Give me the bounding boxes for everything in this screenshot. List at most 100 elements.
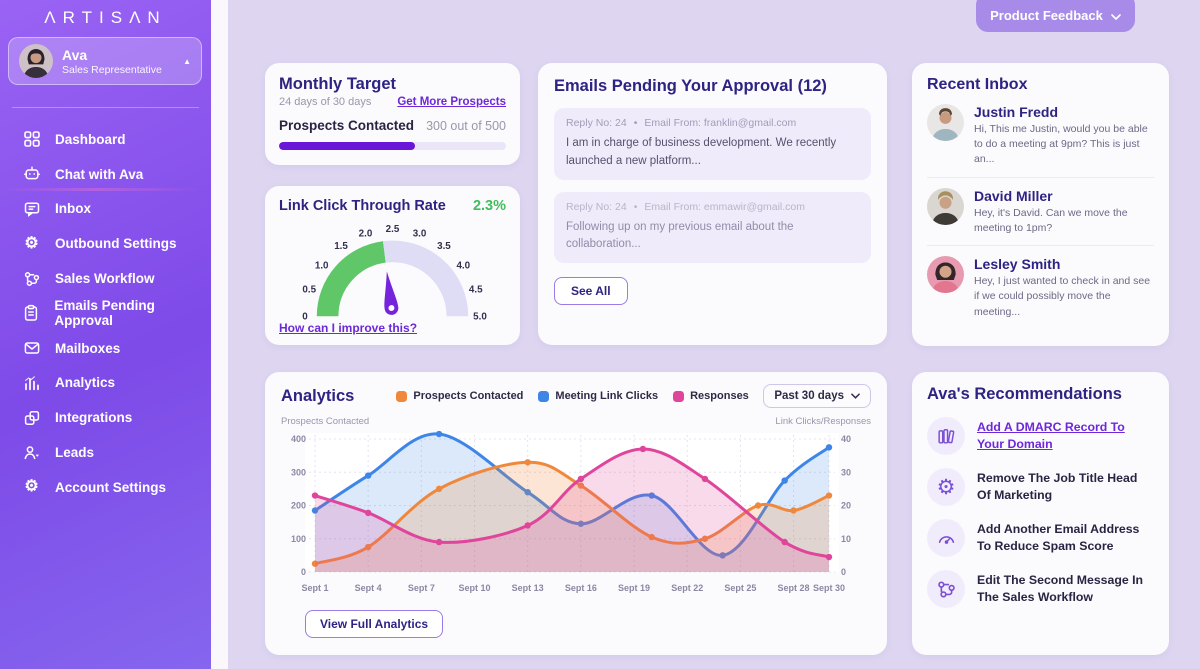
svg-text:0: 0 <box>302 312 308 323</box>
sidebar-item-account-settings[interactable]: ⚙ Account Settings <box>0 470 211 505</box>
progress-fill <box>279 142 416 150</box>
avatar <box>927 104 964 141</box>
monthly-target-card: Monthly Target 24 days of 30 days Get Mo… <box>265 63 520 165</box>
chevron-down-icon <box>851 390 860 402</box>
avatar <box>927 256 964 294</box>
dashboard-icon <box>22 130 41 149</box>
svg-text:Sept 13: Sept 13 <box>512 583 544 593</box>
svg-text:10: 10 <box>841 534 851 544</box>
inbox-message-david[interactable]: David Miller Hey, it's David. Can we mov… <box>927 176 1154 245</box>
sidebar-item-dashboard[interactable]: Dashboard <box>0 122 211 157</box>
recommendations-card: Ava's Recommendations Add A DMARC Record… <box>912 372 1169 655</box>
sidebar-item-leads[interactable]: Leads <box>0 435 211 470</box>
avatar <box>927 187 964 225</box>
legend-swatch <box>538 390 550 402</box>
svg-text:2.5: 2.5 <box>386 224 400 235</box>
sidebar-nav: Dashboard Chat with Ava Inbox ⚙ Outbound… <box>0 122 211 505</box>
sidebar-item-chat-with-ava[interactable]: Chat with Ava <box>0 157 211 192</box>
product-feedback-button[interactable]: Product Feedback <box>976 0 1135 32</box>
avatar <box>19 44 53 78</box>
view-full-analytics-button[interactable]: View Full Analytics <box>305 610 444 638</box>
email-preview[interactable]: Reply No: 24 • Email From: franklin@gmai… <box>554 108 871 180</box>
recommendation-job-title[interactable]: ⚙ Remove The Job Title Head Of Marketing <box>927 468 1154 506</box>
monthly-target-title: Monthly Target <box>279 75 397 93</box>
recommendation-workflow-message[interactable]: Edit The Second Message In The Sales Wor… <box>927 570 1154 608</box>
svg-text:Sept 22: Sept 22 <box>671 583 703 593</box>
workflow-icon <box>22 269 41 288</box>
link-ctr-card: Link Click Through Rate 2.3% 0 0.5 1.0 1.5 2… <box>265 186 520 345</box>
sidebar-item-inbox[interactable]: Inbox <box>0 192 211 227</box>
recent-inbox-title: Recent Inbox <box>927 76 1028 93</box>
bot-icon <box>22 165 41 184</box>
recommendations-title: Ava's Recommendations <box>927 385 1122 403</box>
chart-legend: Prospects Contacted Meeting Link Clicks … <box>396 390 749 402</box>
emails-pending-card: Emails Pending Your Approval (12) Reply … <box>538 63 887 345</box>
link-ctr-value: 2.3% <box>472 198 506 214</box>
svg-text:4.5: 4.5 <box>469 285 483 296</box>
sidebar-item-mailboxes[interactable]: Mailboxes <box>0 331 211 366</box>
svg-text:400: 400 <box>291 434 306 444</box>
improve-link[interactable]: How can I improve this? <box>279 321 418 335</box>
artisan-logo: ΛRTISΛN <box>44 8 167 27</box>
prospects-contacted-label: Prospects Contacted <box>279 118 415 133</box>
svg-text:0.5: 0.5 <box>302 285 316 296</box>
analytics-title: Analytics <box>281 386 355 405</box>
svg-text:Sept 16: Sept 16 <box>565 583 597 593</box>
legend-swatch <box>396 390 408 402</box>
monthly-target-days: 24 days of 30 days <box>279 96 372 108</box>
get-more-prospects-link[interactable]: Get More Prospects <box>397 96 506 108</box>
clipboard-icon <box>22 304 40 323</box>
svg-text:0: 0 <box>841 567 846 577</box>
legend-prospects-contacted: Prospects Contacted <box>396 390 523 402</box>
svg-text:1.0: 1.0 <box>315 260 329 271</box>
svg-text:40: 40 <box>841 434 851 444</box>
inbox-message-lesley[interactable]: Lesley Smith Hey, I just wanted to check… <box>927 245 1154 329</box>
right-axis-label: Link Clicks/Responses <box>775 416 871 427</box>
email-preview[interactable]: Reply No: 24 • Email From: emmawir@gmail… <box>554 191 871 264</box>
recommendation-dmarc[interactable]: Add A DMARC Record To Your Domain <box>927 417 1154 455</box>
sidebar-item-analytics[interactable]: Analytics <box>0 366 211 401</box>
svg-text:Sept 1: Sept 1 <box>301 583 328 593</box>
nav-divider-glow <box>0 188 211 191</box>
svg-text:3.0: 3.0 <box>413 229 427 240</box>
sidebar-item-sales-workflow[interactable]: Sales Workflow <box>0 261 211 296</box>
svg-text:Sept 7: Sept 7 <box>408 583 435 593</box>
recommendation-spam-score[interactable]: Add Another Email Address To Reduce Spam… <box>927 519 1154 557</box>
emails-pending-title: Emails Pending Your Approval (12) <box>554 77 827 95</box>
legend-responses: Responses <box>673 390 749 402</box>
chevron-down-icon <box>1111 8 1121 23</box>
analytics-card: Analytics Prospects Contacted Meeting Li… <box>265 372 887 655</box>
gear-icon: ⚙ <box>927 468 965 506</box>
sidebar-item-outbound-settings[interactable]: ⚙ Outbound Settings <box>0 226 211 261</box>
prospects-progress-bar <box>279 142 506 150</box>
leads-icon <box>22 443 41 462</box>
sidebar-item-integrations[interactable]: Integrations <box>0 400 211 435</box>
speedometer-icon <box>927 519 965 557</box>
profile-role: Sales Representative <box>62 63 162 76</box>
prospects-contacted-value: 300 out of 500 <box>426 119 506 133</box>
inbox-icon <box>22 199 41 218</box>
dot-separator: • <box>633 200 638 213</box>
analytics-line-chart: 0 100 200 300 400 0 10 20 30 40 Sept 1 Sept 4 Sept 7… <box>291 430 851 593</box>
svg-text:Sept 30: Sept 30 <box>813 583 845 593</box>
profile-name: Ava <box>62 46 88 63</box>
see-all-button[interactable]: See All <box>554 277 628 306</box>
left-axis-label: Prospects Contacted <box>281 416 370 427</box>
gear-icon: ⚙ <box>24 234 39 252</box>
legend-swatch <box>673 390 685 402</box>
content-gutter <box>211 0 228 669</box>
envelope-icon <box>22 339 41 358</box>
puzzle-icon <box>22 408 41 427</box>
svg-text:200: 200 <box>291 501 306 511</box>
gauge-chart: 0 0.5 1.0 1.5 2.0 2.5 3.0 3.5 4.0 4.5 5.0 <box>302 224 487 323</box>
svg-text:1.5: 1.5 <box>334 241 348 252</box>
bar-chart-icon <box>22 373 41 392</box>
inbox-message-justin[interactable]: Justin Fredd Hi, This me Justin, would y… <box>927 94 1154 177</box>
link-ctr-title: Link Click Through Rate <box>279 198 446 214</box>
sidebar-item-emails-pending-approval[interactable]: Emails Pending Approval <box>0 296 211 331</box>
sidebar: ΛRTISΛN Ava Sales Representative ▲ Dashb… <box>0 0 211 669</box>
date-range-dropdown[interactable]: Past 30 days <box>763 384 871 408</box>
profile-card[interactable]: Ava Sales Representative ▲ <box>8 37 202 85</box>
chevron-up-icon[interactable]: ▲ <box>183 56 191 66</box>
